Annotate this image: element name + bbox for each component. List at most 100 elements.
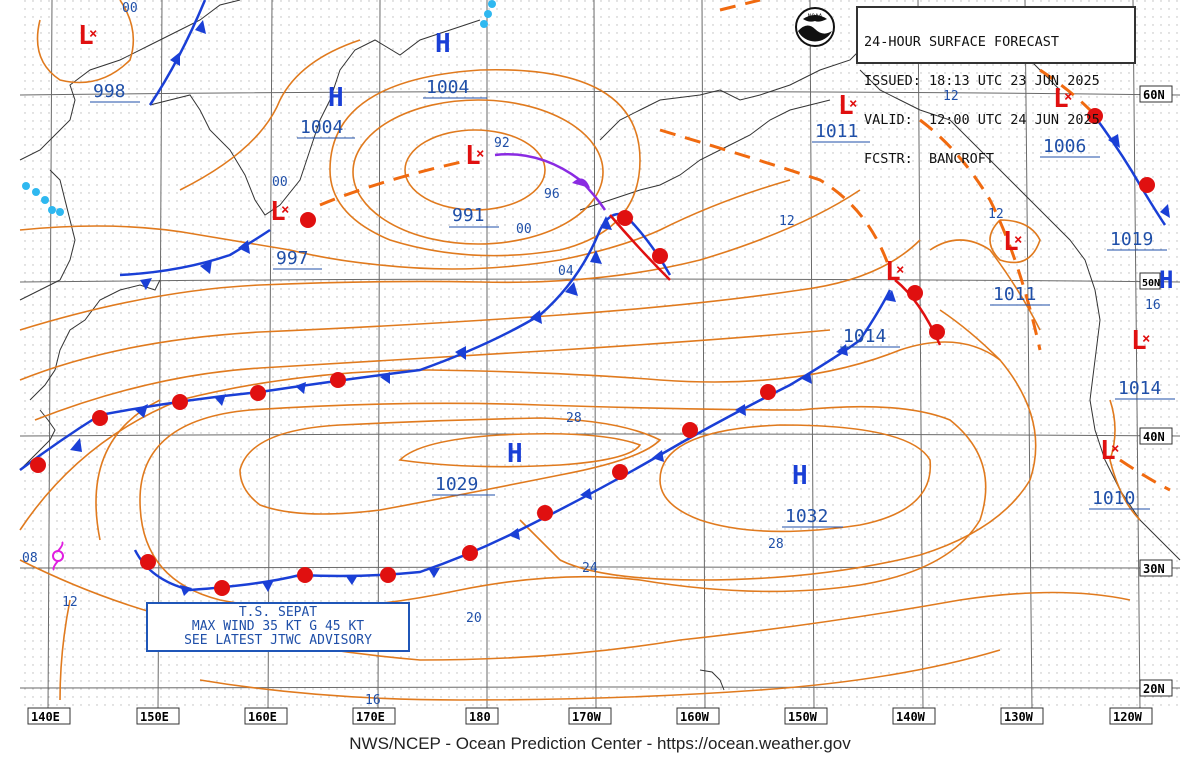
storm-name: T.S. SEPAT xyxy=(238,605,318,620)
low-center-icon: L× xyxy=(1003,227,1022,257)
lat-label: 30N xyxy=(1143,562,1165,576)
tropical-storm-advisory-box: T.S. SEPAT MAX WIND 35 KT G 45 KT SEE LA… xyxy=(146,602,410,652)
svg-text:×: × xyxy=(1064,89,1072,105)
warm-front-symbols xyxy=(30,108,1155,596)
svg-text:×: × xyxy=(849,96,857,112)
lon-label: 160E xyxy=(248,710,277,724)
low-center-icon: L× xyxy=(838,91,857,121)
isobar-label: 00 xyxy=(516,222,532,237)
isobar-label: 96 xyxy=(544,187,560,202)
low-center-icon: L× xyxy=(1053,84,1072,114)
isobar-label: 24 xyxy=(582,561,598,576)
svg-text:L: L xyxy=(1003,227,1019,257)
svg-text:L: L xyxy=(78,21,94,51)
lon-label: 140E xyxy=(31,710,60,724)
pressure-value: 1006 xyxy=(1043,136,1086,157)
isobar-label: 00 xyxy=(272,175,288,190)
pressure-value: 1011 xyxy=(993,284,1036,305)
storm-wind: MAX WIND 35 KT G 45 KT xyxy=(191,619,365,634)
noaa-logo-text: NOAA xyxy=(808,13,823,20)
noaa-logo-icon: NOAA xyxy=(795,7,835,47)
svg-text:×: × xyxy=(476,146,484,162)
lon-label: 160W xyxy=(680,710,710,724)
low-center-icon: L× xyxy=(885,257,904,287)
lon-label: 180 xyxy=(469,710,491,724)
isobar-label: 20 xyxy=(466,611,482,626)
high-letter: H xyxy=(435,29,451,59)
lon-label: 120W xyxy=(1113,710,1143,724)
high-letter: H xyxy=(507,439,523,469)
svg-text:×: × xyxy=(1014,232,1022,248)
cold-front-symbols xyxy=(70,20,1170,596)
low-centers: L× L× L× L× L× L× L× L× L× xyxy=(78,21,1150,466)
storm-advisory-note: SEE LATEST JTWC ADVISORY xyxy=(184,633,372,648)
low-center-icon: L× xyxy=(270,197,289,227)
issued-line: ISSUED: 18:13 UTC 23 JUN 2025 xyxy=(864,73,1100,89)
forecaster-line: FCSTR: BANCROFT xyxy=(864,151,995,167)
high-letter: H xyxy=(1159,266,1173,294)
isobar-label: 04 xyxy=(558,264,574,279)
isobar-label: 28 xyxy=(566,411,582,426)
pressure-value: 1014 xyxy=(1118,378,1161,399)
front-southern-line xyxy=(133,289,892,592)
lon-label: 150E xyxy=(140,710,169,724)
title-line: 24-HOUR SURFACE FORECAST xyxy=(864,34,1060,50)
ice-edge-dots xyxy=(22,0,496,216)
pressure-value: 1004 xyxy=(426,77,469,98)
svg-text:×: × xyxy=(1111,441,1119,457)
svg-text:L: L xyxy=(1053,84,1069,114)
isobar-label: 92 xyxy=(494,136,510,151)
latitude-labels: 60N 50N 40N 30N 20N xyxy=(1139,85,1173,697)
lon-label: 150W xyxy=(788,710,818,724)
pressure-value: 1010 xyxy=(1092,488,1135,509)
pressure-value: 1029 xyxy=(435,474,478,495)
low-center-icon: L× xyxy=(1131,326,1150,356)
pressure-centers: H H H H H xyxy=(328,29,1173,491)
forecast-title-box: 24-HOUR SURFACE FORECAST ISSUED: 18:13 U… xyxy=(856,6,1136,166)
isobar-label: 28 xyxy=(768,537,784,552)
isobar-label: 16 xyxy=(365,693,381,708)
svg-text:×: × xyxy=(281,202,289,218)
high-letter: H xyxy=(792,461,808,491)
svg-text:×: × xyxy=(89,26,97,42)
pressure-value: 1019 xyxy=(1110,229,1153,250)
pressure-values: 998 1004 1004 997 991 1029 1032 1011 101… xyxy=(93,77,1161,527)
lon-label: 130W xyxy=(1004,710,1034,724)
isobar-label: 00 xyxy=(122,1,138,16)
svg-text:L: L xyxy=(1131,326,1147,356)
svg-text:×: × xyxy=(896,262,904,278)
isobars xyxy=(19,0,1141,701)
pressure-value: 1004 xyxy=(300,117,343,138)
svg-text:L: L xyxy=(1100,436,1116,466)
isobar-label: 12 xyxy=(988,207,1004,222)
valid-line: VALID: 12:00 UTC 24 JUN 2025 xyxy=(864,112,1100,128)
lon-label: 170E xyxy=(356,710,385,724)
low-center-icon: L× xyxy=(1100,436,1119,466)
pressure-value: 991 xyxy=(452,205,485,226)
pressure-underlines xyxy=(90,97,1175,528)
front-western-line xyxy=(119,228,271,277)
lat-label: 20N xyxy=(1143,682,1165,696)
lon-label: 140W xyxy=(896,710,926,724)
low-center-icon: L× xyxy=(78,21,97,51)
warm-front-segment xyxy=(609,214,671,281)
dot-grid-background xyxy=(20,0,1180,710)
pressure-value: 997 xyxy=(276,248,309,269)
occluded-front-symbol xyxy=(572,178,590,188)
high-letter: H xyxy=(328,83,344,113)
isobar-label: 12 xyxy=(779,214,795,229)
isobar-label: 08 xyxy=(22,551,38,566)
svg-text:L: L xyxy=(270,197,286,227)
pressure-value: 1032 xyxy=(785,506,828,527)
svg-text:L: L xyxy=(885,257,901,287)
svg-text:L: L xyxy=(838,91,854,121)
source-credit: NWS/NCEP - Ocean Prediction Center - htt… xyxy=(349,734,851,753)
svg-text:×: × xyxy=(1142,331,1150,347)
lat-label: 50N xyxy=(1142,278,1160,289)
svg-text:L: L xyxy=(465,141,481,171)
tropical-storm-icon xyxy=(52,541,64,571)
isobar-labels: 00 00 92 96 00 04 12 12 12 16 28 28 24 2… xyxy=(22,1,1161,708)
isobar-label: 12 xyxy=(62,595,78,610)
pressure-value: 1011 xyxy=(815,121,858,142)
